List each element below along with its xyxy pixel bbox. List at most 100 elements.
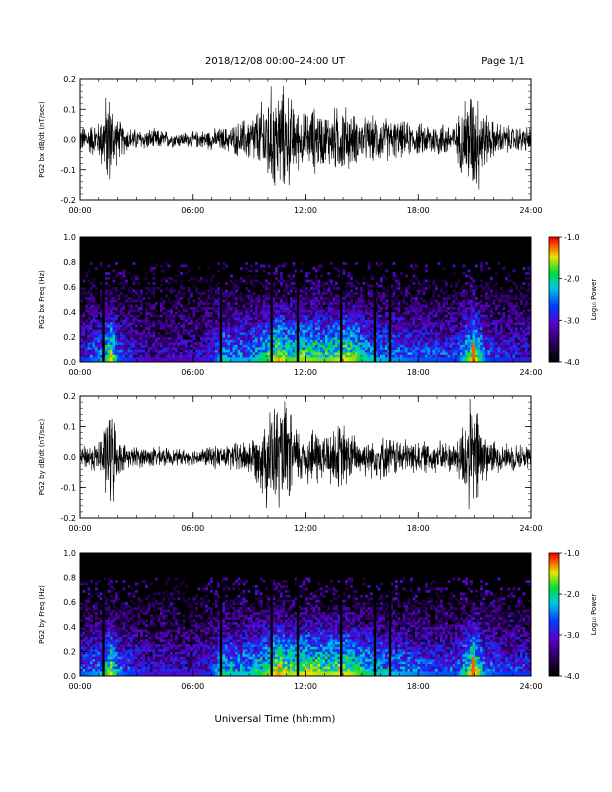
spectrogram-cell bbox=[470, 332, 473, 335]
spectrogram-cell bbox=[237, 287, 241, 290]
spectrogram-cell bbox=[240, 349, 243, 353]
spectrogram-cell bbox=[185, 352, 188, 355]
spectrogram-cell bbox=[445, 307, 448, 310]
spectrogram-cell bbox=[120, 357, 123, 360]
spectrogram-cell bbox=[375, 354, 378, 358]
spectrogram-cell bbox=[352, 312, 356, 315]
spectrogram-cell bbox=[502, 344, 506, 348]
spectrogram-cell bbox=[422, 282, 426, 285]
spectrogram-cell bbox=[342, 357, 346, 360]
spectrogram-cell bbox=[517, 357, 521, 360]
spectrogram-cell bbox=[280, 302, 283, 305]
spectrogram-cell bbox=[87, 339, 91, 343]
spectrogram-cell bbox=[457, 342, 461, 345]
spectrogram-cell bbox=[437, 304, 441, 308]
spectrogram-cell bbox=[232, 334, 236, 338]
spectrogram-cell bbox=[172, 337, 176, 340]
spectrogram-cell bbox=[447, 334, 451, 338]
spectrogram-cell bbox=[305, 314, 308, 318]
spectrogram-cell bbox=[332, 317, 336, 320]
spectrogram-cell bbox=[467, 307, 471, 310]
spectrogram-cell bbox=[260, 309, 263, 313]
spectrogram-cell bbox=[235, 289, 238, 293]
spectrogram-cell bbox=[245, 344, 248, 348]
spectrogram-cell bbox=[307, 272, 311, 275]
spectrogram-cell bbox=[182, 344, 186, 348]
spectrogram-cell bbox=[412, 352, 416, 355]
spectrogram-cell bbox=[207, 302, 211, 305]
spectrogram-cell bbox=[160, 284, 163, 288]
spectrogram-cell bbox=[375, 319, 378, 323]
spectrogram-cell bbox=[217, 312, 221, 315]
spectrogram-cell bbox=[245, 319, 248, 323]
spectrogram-cell bbox=[475, 339, 478, 343]
spectrogram-cell bbox=[422, 357, 426, 360]
spectrogram-cell bbox=[412, 342, 416, 345]
spectrogram-cell bbox=[377, 339, 381, 343]
spectrogram-cell bbox=[352, 357, 356, 360]
spectrogram-cell bbox=[397, 317, 401, 320]
spectrogram-cell bbox=[457, 349, 461, 353]
spectrogram-cell bbox=[347, 329, 351, 333]
spectrogram-cell bbox=[107, 334, 111, 338]
spectrogram-cell bbox=[250, 357, 253, 360]
spectrogram-cell bbox=[322, 287, 326, 290]
spectrogram-cell bbox=[177, 342, 181, 345]
spectrogram-cell bbox=[120, 352, 123, 355]
spectrogram-cell bbox=[352, 284, 356, 288]
spectrogram-cell bbox=[390, 302, 393, 305]
spectrogram-cell bbox=[167, 277, 171, 280]
spectrogram-cell bbox=[362, 354, 366, 358]
spectrogram-cell bbox=[357, 327, 361, 330]
spectrogram-cell bbox=[275, 339, 278, 343]
spectrogram-cell bbox=[225, 292, 228, 295]
spectrogram-cell bbox=[122, 347, 126, 350]
spectrogram-cell bbox=[205, 322, 208, 325]
spectrogram-cell bbox=[310, 342, 313, 345]
spectrogram-cell bbox=[430, 337, 433, 340]
spectrogram-cell bbox=[132, 289, 136, 293]
spectrogram-cell bbox=[485, 307, 488, 310]
spectrogram-cell bbox=[487, 317, 491, 320]
spectrogram-cell bbox=[302, 324, 306, 328]
spectrogram-cell bbox=[255, 337, 258, 340]
spectrogram-cell bbox=[132, 339, 136, 343]
spectrogram-cell bbox=[457, 352, 461, 355]
spectrogram-cell bbox=[190, 357, 193, 360]
spectrogram-cell bbox=[467, 352, 471, 355]
spectrogram-cell bbox=[495, 349, 498, 353]
spectrogram-cell bbox=[232, 324, 236, 328]
spectrogram-cell bbox=[335, 317, 338, 320]
spectrogram-cell bbox=[295, 287, 298, 290]
spectrogram-cell bbox=[440, 287, 443, 290]
spectrogram-cell bbox=[447, 307, 451, 310]
spectrogram-cell bbox=[425, 344, 428, 348]
spectrogram-cell bbox=[392, 334, 396, 338]
spectrogram-cell bbox=[165, 294, 168, 298]
spectrogram-cell bbox=[272, 289, 276, 293]
spectrogram-cell bbox=[210, 334, 213, 338]
spectrogram-cell bbox=[85, 349, 88, 353]
spectrogram-cell bbox=[320, 297, 323, 300]
spectrogram-cell bbox=[502, 292, 506, 295]
spectrogram-cell bbox=[420, 359, 423, 362]
spectrogram-cell bbox=[215, 302, 218, 305]
spectrogram-cell bbox=[467, 269, 471, 273]
spectrogram-cell bbox=[310, 304, 313, 308]
spectrogram-cell bbox=[400, 289, 403, 293]
spectrogram-cell bbox=[185, 349, 188, 353]
spectrogram-cell bbox=[142, 342, 146, 345]
spectrogram-cell bbox=[310, 279, 313, 283]
spectrogram-cell bbox=[225, 334, 228, 338]
spectrogram-cell bbox=[370, 324, 373, 328]
spectrogram-cell bbox=[392, 337, 396, 340]
spectrogram-cell bbox=[362, 347, 366, 350]
spectrogram-cell bbox=[497, 339, 501, 343]
spectrogram-cell bbox=[242, 324, 246, 328]
spectrogram-cell bbox=[415, 309, 418, 313]
spectrogram-cell bbox=[140, 289, 143, 293]
spectrogram-cell bbox=[112, 317, 116, 320]
spectrogram-cell bbox=[325, 324, 328, 328]
spectrogram-cell bbox=[162, 312, 166, 315]
spectrogram-cell bbox=[415, 302, 418, 305]
